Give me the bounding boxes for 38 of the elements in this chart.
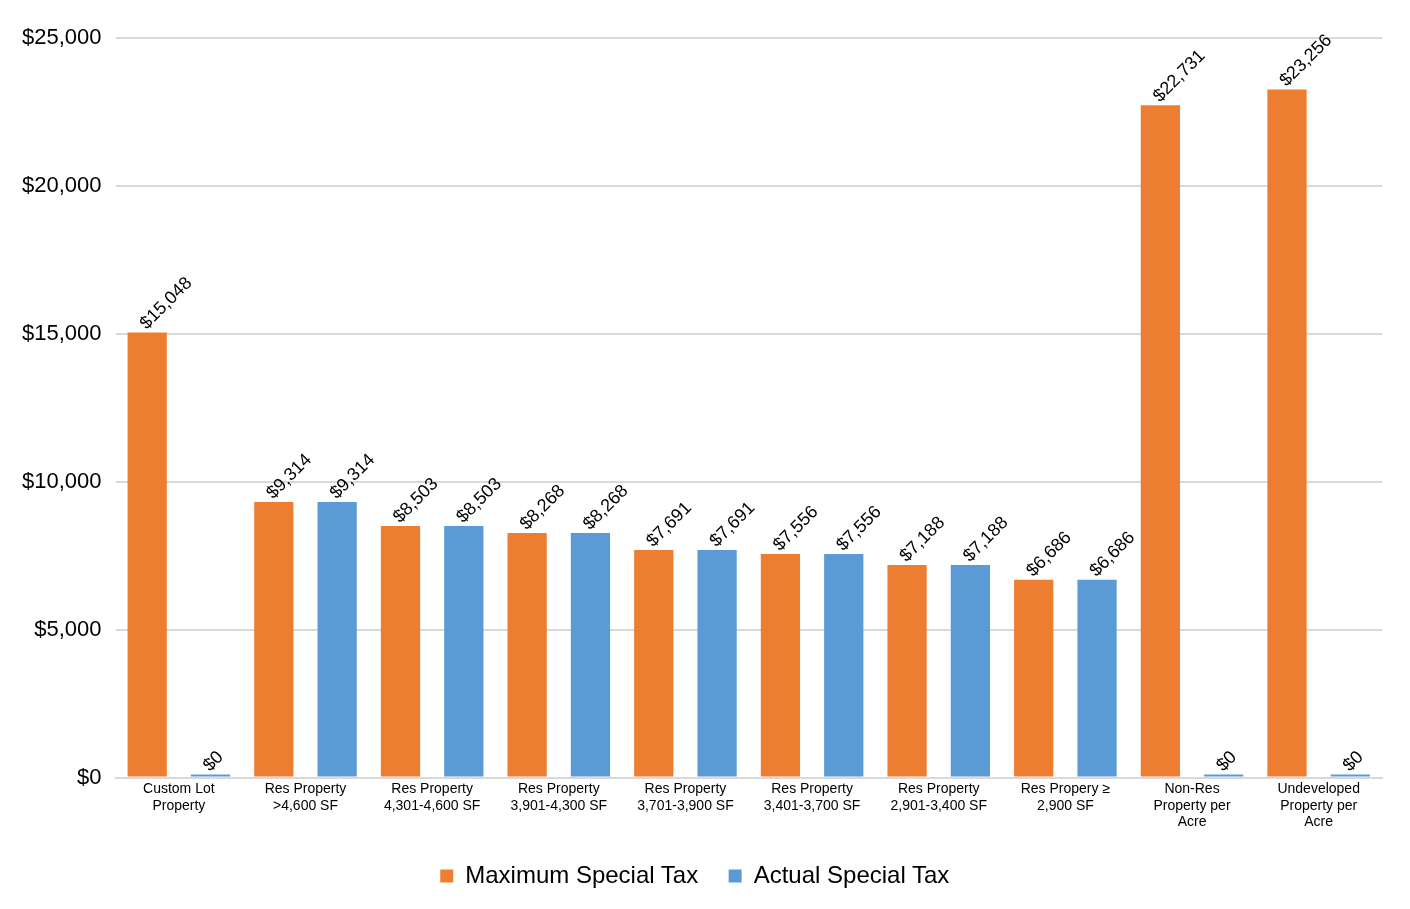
bar: [1140, 105, 1180, 777]
bar: [887, 564, 927, 777]
x-tick-label: Res Propery ≥ 2,900 SF: [1020, 779, 1111, 813]
x-tick-label: Res Property 4,301-4,600 SF: [383, 779, 481, 813]
bar: [254, 502, 294, 777]
data-label: $0: [198, 746, 228, 775]
bar: [507, 533, 547, 777]
bar: [1014, 579, 1054, 777]
bar: [950, 564, 991, 777]
bar: [824, 554, 864, 777]
y-tick-label: $25,000: [21, 24, 102, 50]
data-label: $0: [1338, 746, 1367, 775]
x-tick-label: Custom Lot Property: [143, 779, 215, 813]
bar: [380, 526, 421, 777]
legend-label: Actual Special Tax: [753, 860, 950, 888]
legend-label: Maximum Special Tax: [465, 860, 699, 888]
bar: [317, 502, 357, 777]
bar: [760, 554, 801, 777]
x-tick-label: Res Property 3,401-3,700 SF: [763, 779, 861, 813]
bar: [127, 332, 167, 777]
x-tick-label: Res Property 3,901-4,300 SF: [510, 779, 608, 813]
bar: [444, 526, 484, 777]
x-tick-label: Res Property >4,600 SF: [264, 779, 347, 813]
bar: [1267, 89, 1307, 777]
bar: [1077, 579, 1117, 777]
bar: [570, 533, 611, 777]
bar: [697, 550, 737, 777]
x-tick-label: Res Property 3,701-3,900 SF: [637, 779, 734, 813]
x-tick-label: Undeveloped Property per Acre: [1277, 779, 1360, 830]
y-tick-label: $15,000: [21, 319, 102, 345]
x-tick-label: Non-Res Property per Acre: [1153, 779, 1231, 830]
x-tick-label: Res Property 2,901-3,400 SF: [890, 779, 987, 813]
y-tick-label: $10,000: [21, 467, 102, 493]
data-label: $0: [1211, 746, 1241, 775]
bar: [634, 550, 674, 777]
y-tick-label: $20,000: [21, 171, 102, 197]
y-tick-label: $5,000: [34, 615, 102, 641]
y-tick-label: $0: [77, 763, 102, 789]
